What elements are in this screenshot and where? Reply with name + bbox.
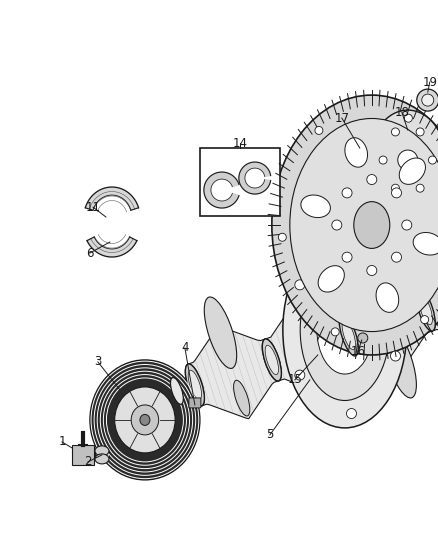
FancyBboxPatch shape	[95, 451, 109, 459]
Polygon shape	[188, 226, 438, 419]
Circle shape	[422, 94, 434, 106]
Ellipse shape	[317, 286, 373, 374]
Polygon shape	[87, 237, 137, 257]
Ellipse shape	[185, 364, 205, 406]
Text: 19: 19	[422, 76, 437, 88]
Ellipse shape	[413, 232, 438, 255]
Circle shape	[367, 265, 377, 276]
Circle shape	[295, 280, 305, 290]
Ellipse shape	[371, 279, 387, 314]
Text: 3: 3	[94, 356, 102, 368]
Ellipse shape	[204, 297, 237, 368]
FancyBboxPatch shape	[189, 398, 201, 408]
Circle shape	[342, 252, 352, 262]
Ellipse shape	[290, 118, 438, 332]
Ellipse shape	[342, 320, 356, 350]
Ellipse shape	[185, 364, 205, 406]
Ellipse shape	[318, 265, 344, 292]
Circle shape	[392, 252, 402, 262]
Ellipse shape	[399, 158, 425, 184]
FancyBboxPatch shape	[72, 445, 94, 465]
Ellipse shape	[339, 314, 358, 356]
Circle shape	[278, 233, 286, 241]
Ellipse shape	[140, 415, 150, 425]
Ellipse shape	[307, 351, 339, 423]
Ellipse shape	[345, 138, 367, 167]
Text: 14: 14	[233, 136, 247, 150]
Ellipse shape	[418, 293, 433, 327]
Ellipse shape	[265, 345, 279, 375]
Circle shape	[331, 328, 339, 336]
Text: 6: 6	[86, 246, 94, 260]
Ellipse shape	[283, 232, 407, 428]
Text: 16: 16	[350, 345, 365, 359]
Ellipse shape	[376, 283, 399, 312]
Circle shape	[416, 128, 424, 136]
Polygon shape	[239, 162, 271, 194]
Polygon shape	[85, 187, 138, 210]
Circle shape	[428, 156, 436, 164]
Circle shape	[379, 156, 387, 164]
Ellipse shape	[416, 289, 435, 331]
Circle shape	[358, 333, 368, 343]
Text: 11: 11	[85, 200, 100, 214]
Text: 2: 2	[84, 455, 92, 469]
Circle shape	[420, 316, 429, 324]
Ellipse shape	[416, 289, 435, 331]
Circle shape	[392, 188, 402, 198]
Ellipse shape	[435, 222, 438, 294]
Ellipse shape	[90, 360, 200, 480]
Ellipse shape	[384, 326, 417, 398]
Text: 15: 15	[287, 374, 302, 386]
Circle shape	[367, 174, 377, 184]
Ellipse shape	[370, 110, 438, 210]
Ellipse shape	[294, 304, 310, 340]
Text: 1: 1	[58, 435, 66, 448]
Ellipse shape	[339, 314, 358, 356]
Ellipse shape	[233, 380, 250, 416]
Ellipse shape	[354, 201, 390, 248]
Ellipse shape	[262, 339, 281, 381]
Ellipse shape	[131, 405, 159, 435]
Circle shape	[416, 184, 424, 192]
Circle shape	[342, 188, 352, 198]
Text: 5: 5	[266, 429, 274, 441]
Circle shape	[391, 351, 400, 361]
Ellipse shape	[272, 95, 438, 355]
Ellipse shape	[300, 260, 389, 400]
Circle shape	[398, 150, 418, 170]
Ellipse shape	[419, 295, 432, 325]
Ellipse shape	[188, 370, 201, 400]
Circle shape	[295, 370, 305, 380]
Circle shape	[392, 184, 399, 192]
Ellipse shape	[341, 318, 357, 352]
Circle shape	[332, 220, 342, 230]
Circle shape	[346, 241, 357, 252]
Circle shape	[417, 89, 438, 111]
Bar	[200, 148, 280, 216]
Circle shape	[392, 128, 399, 136]
Ellipse shape	[170, 377, 184, 405]
Text: 17: 17	[334, 111, 350, 125]
Ellipse shape	[262, 339, 281, 381]
Circle shape	[404, 114, 412, 122]
Polygon shape	[204, 172, 239, 208]
Circle shape	[402, 220, 412, 230]
Ellipse shape	[264, 343, 279, 377]
Ellipse shape	[187, 368, 202, 402]
Ellipse shape	[115, 387, 175, 453]
Circle shape	[315, 126, 323, 134]
Ellipse shape	[301, 195, 330, 217]
Circle shape	[346, 408, 357, 418]
Ellipse shape	[95, 446, 109, 456]
Text: 4: 4	[181, 342, 189, 354]
Text: 18: 18	[394, 106, 409, 118]
Ellipse shape	[95, 454, 109, 464]
